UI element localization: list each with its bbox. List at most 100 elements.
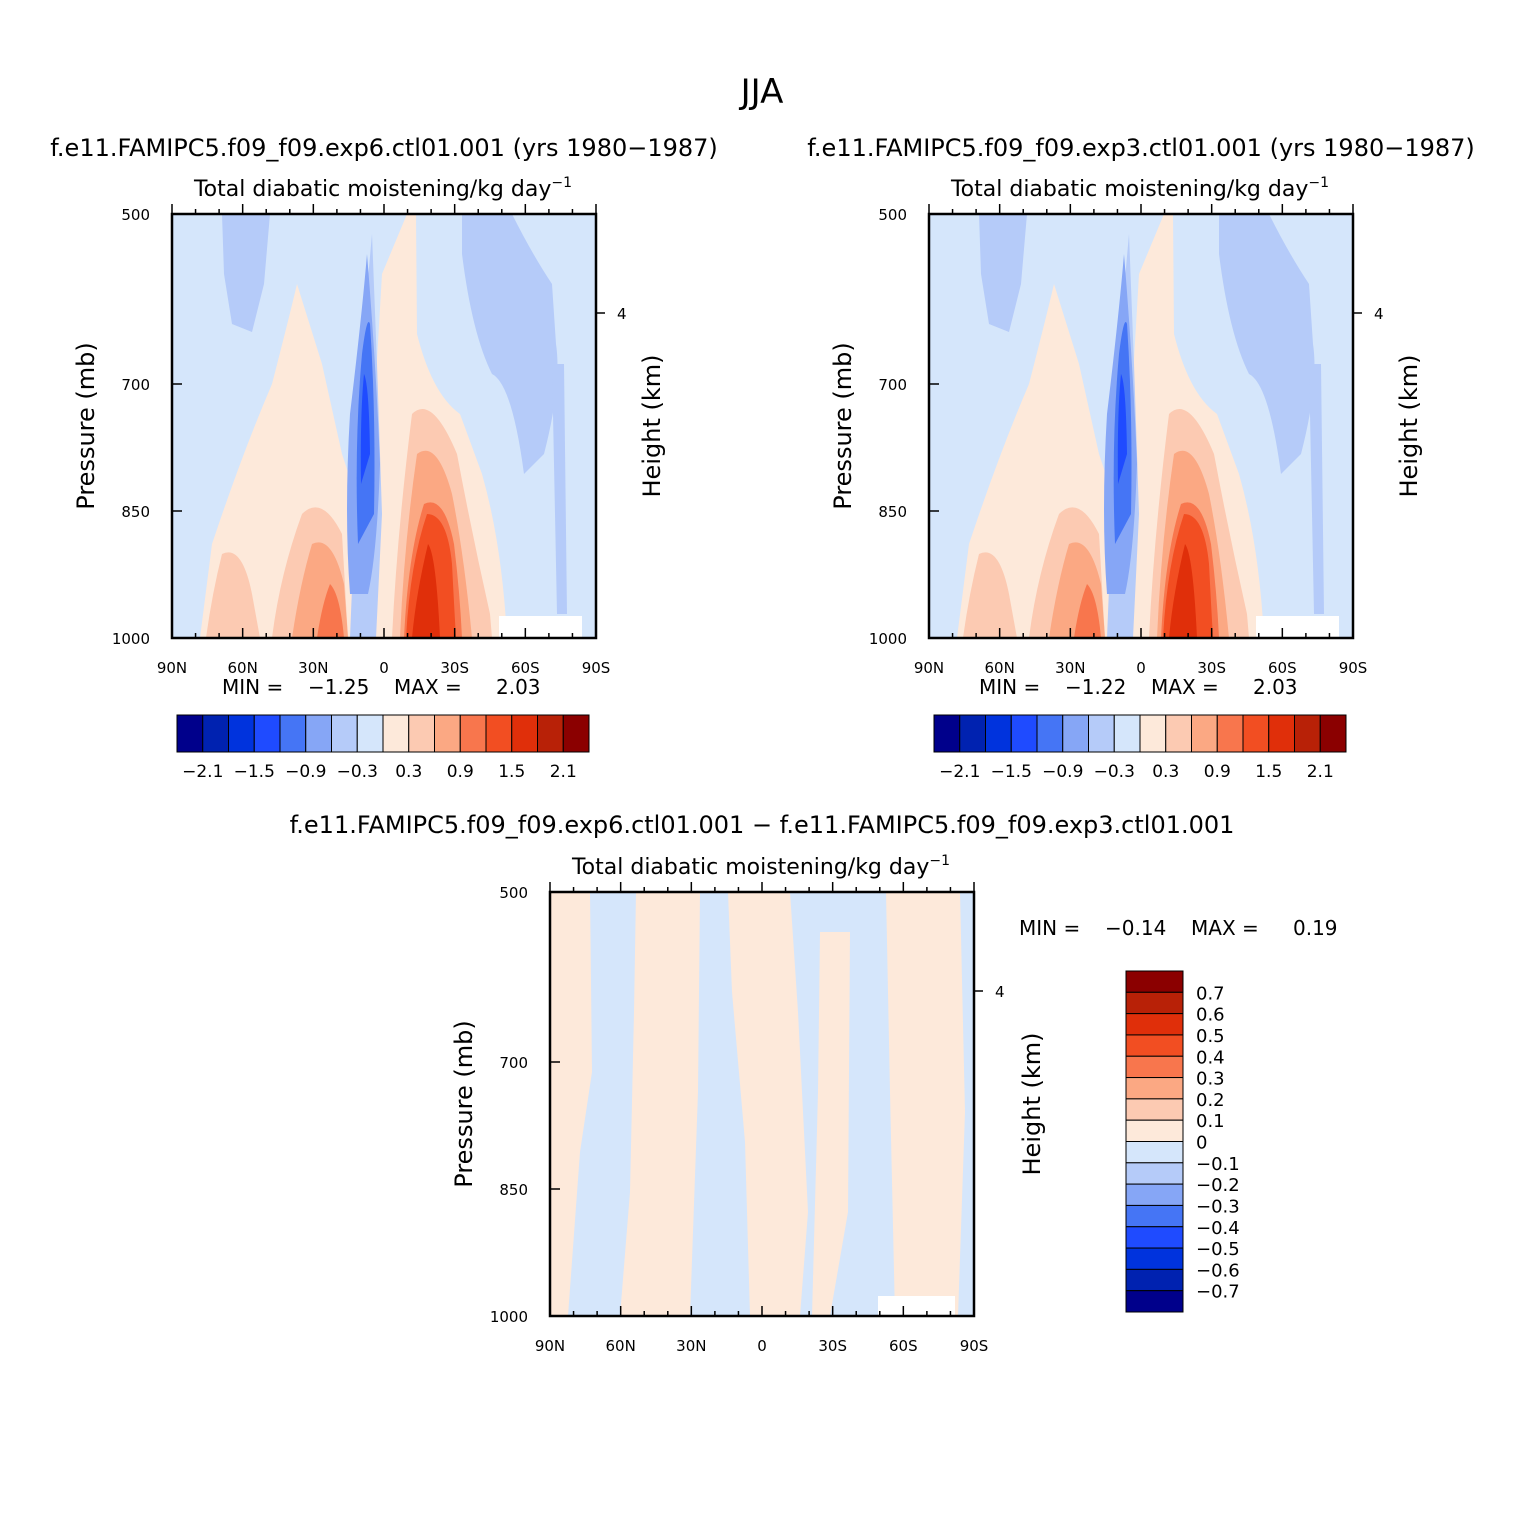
contour-region [1074, 584, 1101, 638]
panel-2-xtick-label: 60N [985, 659, 1015, 677]
contour-region [360, 374, 370, 484]
colorbar-label: 0.3 [1152, 762, 1179, 782]
colorbar-swatch [1125, 1055, 1184, 1079]
colorbar-label: −0.1 [1196, 1154, 1240, 1175]
panel-2-xtick-label: 90S [1339, 659, 1368, 677]
panel-3-min-label: MIN = [1019, 916, 1080, 940]
panel-2-subtitle: Total diabatic moistening/kg day−1 [950, 175, 1329, 202]
colorbar-label: 1.5 [498, 762, 525, 782]
colorbar-label: 0.9 [1204, 762, 1231, 782]
panel-2-ytick-1000: 1000 [869, 630, 907, 648]
colorbar-swatch [176, 714, 204, 753]
panel-3-xtick-label: 0 [757, 1337, 767, 1355]
panel-1-ylabel: Pressure (mb) [72, 342, 100, 509]
panel-1-subtitle: Total diabatic moistening/kg day−1 [193, 175, 572, 202]
contour-region [979, 214, 1027, 332]
colorbar-swatch [1125, 1119, 1184, 1142]
colorbar-swatch [1125, 1290, 1184, 1313]
colorbar-swatch [1191, 714, 1218, 753]
colorbar-swatch [1113, 714, 1141, 753]
colorbar-label: 1.5 [1255, 762, 1282, 782]
panel-3-subtitle: Total diabatic moistening/kg day−1 [571, 853, 950, 880]
panel-3-max-label: MAX = [1191, 916, 1259, 940]
colorbar-swatch [202, 714, 229, 753]
colorbar-swatch [933, 714, 961, 753]
colorbar-label: 0.9 [447, 762, 474, 782]
panel-2-xtick-label: 60S [1268, 659, 1297, 677]
panel-3-right-tick-4: 4 [995, 983, 1005, 1001]
colorbar-swatch [1062, 714, 1089, 753]
colorbar-label: −1.5 [234, 762, 275, 782]
panel-1-min-value: −1.25 [308, 675, 369, 699]
panel-2-ytick-700: 700 [878, 376, 907, 394]
panel-1-ytick-500: 500 [121, 206, 150, 224]
panel-3-colorbar: 0.70.60.50.40.30.20.10−0.1−0.2−0.3−0.4−0… [1125, 970, 1240, 1313]
colorbar-swatch [1125, 991, 1184, 1015]
colorbar-swatch [1125, 1268, 1184, 1292]
missing-data-area [878, 1296, 955, 1316]
panel-3-xtick-label: 90N [535, 1337, 565, 1355]
missing-data-area [499, 616, 582, 638]
panel-2-title: f.e11.FAMIPC5.f09_f09.exp3.ctl01.001 (yr… [807, 134, 1475, 162]
panel-1-plot [172, 214, 596, 638]
colorbar-label: −0.3 [1094, 762, 1135, 782]
contour-region [550, 892, 592, 1316]
panel-1-xtick-label: 60N [228, 659, 258, 677]
panel-1-min-label: MIN = [222, 675, 283, 699]
panel-2-min-label: MIN = [979, 675, 1040, 699]
panel-3-min-value: −0.14 [1105, 916, 1166, 940]
colorbar-swatch [1125, 1183, 1184, 1206]
panel-2-xtick-label: 30S [1197, 659, 1226, 677]
colorbar-label: 0.3 [395, 762, 422, 782]
colorbar-label: −1.5 [991, 762, 1032, 782]
contour-region [552, 364, 567, 614]
panel-3-xtick-label: 30S [818, 1337, 847, 1355]
colorbar-label: 0.2 [1196, 1090, 1225, 1111]
colorbar-label: −0.3 [337, 762, 378, 782]
colorbar-swatch [1125, 1098, 1184, 1121]
panel-1-xtick-label: 0 [379, 659, 389, 677]
panel-3-ylabel-right: Height (km) [1018, 1033, 1046, 1176]
panel-3-plot [550, 892, 974, 1316]
colorbar-swatch [1125, 1077, 1184, 1100]
colorbar-swatch [253, 714, 281, 753]
contour-region [462, 214, 558, 474]
colorbar-swatch [305, 714, 332, 753]
colorbar-label: 0.7 [1196, 983, 1225, 1004]
colorbar-label: −2.1 [939, 762, 980, 782]
panel-3-ylabel: Pressure (mb) [450, 1020, 478, 1187]
contour-region [963, 552, 1017, 638]
colorbar-swatch [1125, 1247, 1184, 1270]
colorbar-label: 0.4 [1196, 1047, 1225, 1068]
colorbar-label: 0.5 [1196, 1026, 1225, 1047]
panel-1-ytick-1000: 1000 [112, 630, 150, 648]
colorbar-swatch [459, 714, 487, 753]
colorbar-swatch [1139, 714, 1167, 753]
panel-2-ylabel: Pressure (mb) [829, 342, 857, 509]
contour-region [728, 892, 808, 1316]
panel-2-ytick-850: 850 [878, 503, 907, 521]
missing-data-area [1256, 616, 1339, 638]
colorbar-label: 2.1 [1307, 762, 1334, 782]
colorbar-swatch [331, 714, 358, 753]
panel-3-ytick-1000: 1000 [490, 1308, 528, 1326]
panel-1-ylabel-right: Height (km) [638, 355, 666, 498]
colorbar-label: −0.2 [1196, 1175, 1240, 1196]
colorbar-label: −2.1 [182, 762, 223, 782]
contour-region [812, 932, 850, 1316]
colorbar-swatch [1125, 1141, 1184, 1164]
panel-3-max-value: 0.19 [1293, 916, 1338, 940]
panel-3-title: f.e11.FAMIPC5.f09_f09.exp6.ctl01.001 − f… [290, 811, 1235, 839]
colorbar-swatch [1125, 1034, 1184, 1057]
colorbar-label: 0 [1196, 1133, 1207, 1154]
panel-1-right-tick-4: 4 [617, 305, 627, 323]
colorbar-swatch [485, 714, 513, 753]
colorbar-swatch [1125, 970, 1184, 993]
colorbar-swatch [1319, 714, 1347, 753]
colorbar-swatch [1125, 1204, 1184, 1228]
colorbar-swatch [382, 714, 410, 753]
colorbar-swatch [279, 714, 307, 753]
contour-region [222, 214, 270, 332]
panel-3: f.e11.FAMIPC5.f09_f09.exp6.ctl01.001 − f… [290, 811, 1338, 1355]
panel-3-ytick-850: 850 [499, 1181, 528, 1199]
